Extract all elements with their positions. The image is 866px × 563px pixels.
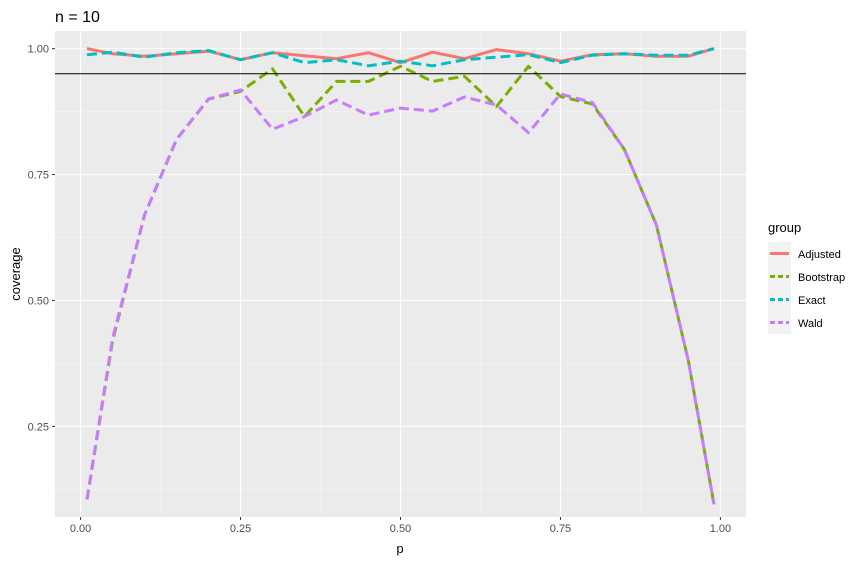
x-tick-label: 0.25 [230,523,251,535]
series-group [85,47,716,505]
y-tick-label: 0.25 [28,421,49,433]
legend-title: group [768,220,801,235]
legend-label: Adjusted [798,249,841,261]
series-line-exact [86,47,715,68]
legend-item-bootstrap: Bootstrap [768,265,845,288]
x-tick-label: 0.00 [70,523,91,535]
x-axis-ticks: 0.00 0.25 0.50 0.75 1.00 [70,517,731,535]
legend-item-adjusted: Adjusted [768,242,841,265]
series-line-wald [85,88,716,505]
legend-label: Bootstrap [798,272,845,284]
y-tick-label: 0.75 [28,170,49,182]
legend-item-exact: Exact [768,288,826,311]
chart-title: n = 10 [55,9,100,26]
legend-label: Wald [798,318,823,330]
y-axis-ticks: 0.25 0.50 0.75 1.00 [28,44,55,433]
legend-label: Exact [798,295,826,307]
major-gridlines [55,31,746,517]
legend: group Adjusted Bootstrap Exact Wald [768,220,845,334]
series-line-bootstrap [85,64,716,505]
y-tick-label: 0.50 [28,295,49,307]
x-axis-title: p [396,541,403,556]
y-axis-title: coverage [8,247,23,300]
legend-items: Adjusted Bootstrap Exact Wald [768,242,845,334]
x-tick-label: 0.75 [550,523,571,535]
x-tick-label: 0.50 [390,523,411,535]
x-tick-label: 1.00 [710,523,731,535]
y-tick-label: 1.00 [28,44,49,56]
legend-item-wald: Wald [768,311,823,334]
